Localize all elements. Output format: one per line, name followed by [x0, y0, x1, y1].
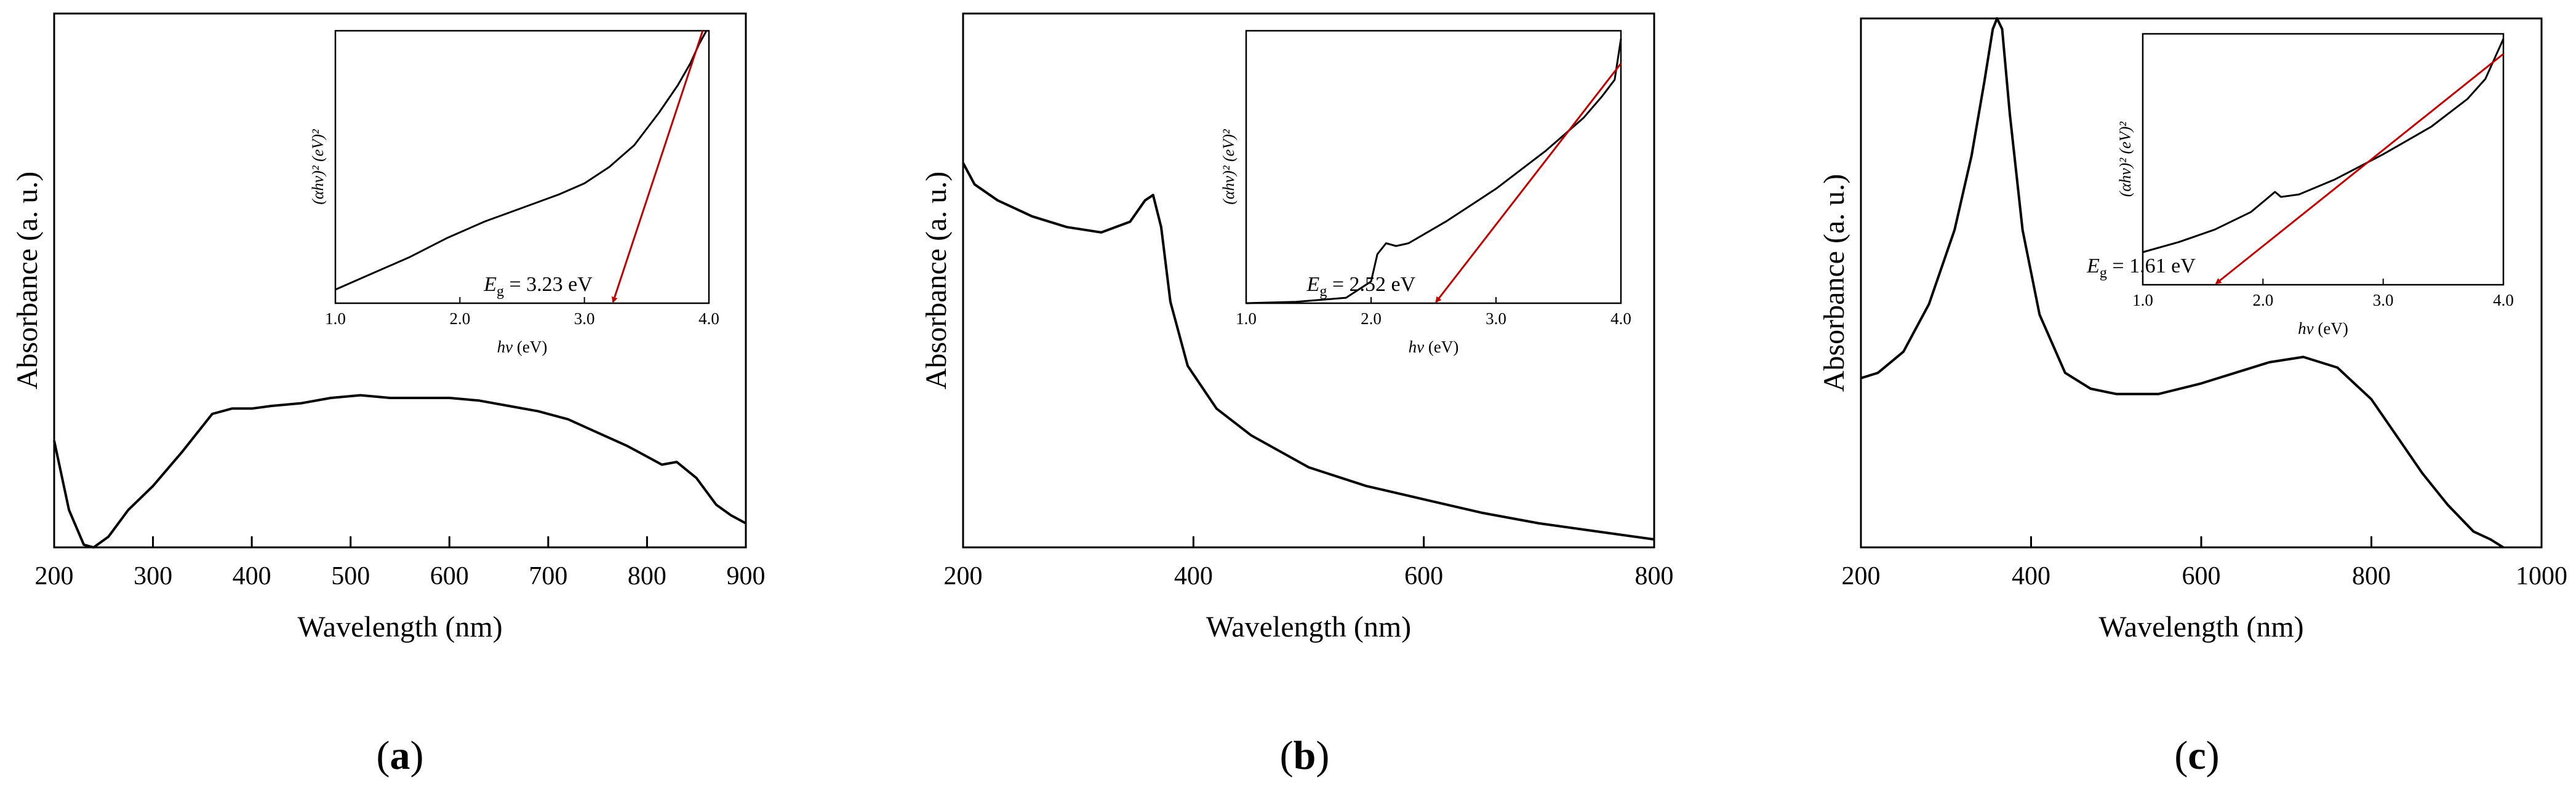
- x-tick-label: 800: [1635, 562, 1674, 590]
- bandgap-annotation: Eg = 3.23 eV: [483, 273, 593, 300]
- inset-x-tick-label: 1.0: [325, 309, 346, 328]
- bandgap-annotation: Eg = 1.61 eV: [2086, 255, 2196, 281]
- panel-label: (c): [2174, 733, 2219, 778]
- inset-frame: [1245, 30, 1622, 304]
- panel-label-close: ): [1316, 733, 1329, 778]
- plot-frame: [53, 12, 747, 549]
- y-axis-label: Absorbance (a. u.): [11, 172, 44, 390]
- inset-x-axis-label: hv (eV): [2298, 319, 2348, 338]
- panel-label-open: (: [377, 733, 390, 778]
- tangent-arrow: [2215, 53, 2504, 285]
- inset-frame: [334, 30, 710, 304]
- x-tick-label: 700: [529, 562, 567, 590]
- inset-x-label-unit: (eV): [513, 338, 547, 356]
- tangent-arrow: [1435, 63, 1622, 303]
- inset-frame: [2142, 33, 2505, 286]
- x-axis-label: Wavelength (nm): [1206, 611, 1411, 643]
- tangent-arrow: [611, 30, 704, 303]
- series-line-absorbance: [962, 162, 1655, 541]
- inset-y-axis-label: (αhv)² (eV)²: [2116, 121, 2134, 197]
- bandgap-var: E: [2086, 255, 2100, 277]
- panel-a: 200 300 400 500 600 700 800 900 Wavelength (nm) A…: [11, 12, 766, 778]
- bandgap-subscript: g: [2100, 265, 2107, 281]
- x-tick-label: 400: [1174, 562, 1213, 590]
- panel-b: 200 400 600 800 Wavelength (nm) Absorbance (a…: [920, 12, 1674, 778]
- inset-x-tick-label: 4.0: [698, 309, 719, 328]
- inset-x-tick-label: 3.0: [574, 309, 595, 328]
- inset-x-tick-label: 3.0: [1486, 309, 1506, 328]
- bandgap-subscript: g: [497, 284, 504, 300]
- bandgap-annotation: Eg = 2.52 eV: [1306, 273, 1416, 300]
- x-tick-label: 200: [35, 562, 74, 590]
- series-line-absorbance: [53, 394, 746, 549]
- series-line-absorbance: [1860, 17, 2504, 549]
- x-axis-label: Wavelength (nm): [297, 611, 502, 643]
- inset-x-axis-label: hv (eV): [1409, 338, 1459, 356]
- x-tick-label: 800: [628, 562, 666, 590]
- panel-label-close: ): [410, 733, 424, 778]
- panel-label: (b): [1280, 733, 1330, 778]
- bandgap-value: = 1.61 eV: [2107, 255, 2196, 277]
- inset-series-line-tauc: [335, 30, 708, 291]
- inset-x-label-unit: (eV): [2314, 319, 2348, 338]
- bandgap-value: = 3.23 eV: [504, 273, 593, 296]
- y-axis-label: Absorbance (a. u.): [1818, 174, 1850, 392]
- inset-a: 1.0 2.0 3.0 4.0 hv (eV) (αhv)² (eV)² Eg = 3.23…: [309, 30, 719, 356]
- x-tick-label: 200: [1842, 562, 1881, 590]
- x-tick-label: 800: [2352, 562, 2391, 590]
- inset-x-tick-label: 1.0: [1236, 309, 1257, 328]
- x-tick-label: 600: [430, 562, 469, 590]
- bandgap-value: = 2.52 eV: [1327, 273, 1415, 296]
- x-tick-label: 400: [233, 562, 271, 590]
- x-tick-label: 900: [727, 562, 766, 590]
- inset-x-tick-label: 1.0: [2132, 291, 2153, 309]
- inset-y-axis-label: (αhv)² (eV)²: [1220, 129, 1238, 205]
- panel-label: (a): [377, 733, 424, 778]
- inset-x-tick-label: 4.0: [2493, 291, 2514, 309]
- x-tick-label: 500: [331, 562, 370, 590]
- x-tick-label: 300: [134, 562, 172, 590]
- inset-x-label-var: hv: [2298, 319, 2314, 338]
- x-tick-label: 1000: [2516, 562, 2567, 590]
- inset-x-tick-label: 2.0: [1361, 309, 1382, 328]
- x-tick-label: 600: [2182, 562, 2221, 590]
- panel-label-letter: a: [390, 733, 410, 778]
- inset-x-axis-label: hv (eV): [497, 338, 548, 356]
- x-tick-label: 400: [2012, 562, 2050, 590]
- bandgap-subscript: g: [1319, 284, 1327, 300]
- y-axis-label: Absorbance (a. u.): [920, 172, 953, 390]
- panel-c: 200 400 600 800 1000 Wavelength (nm) Absorbanc…: [1818, 17, 2567, 778]
- plot-frame: [962, 12, 1655, 549]
- panel-label-open: (: [1280, 733, 1294, 778]
- bandgap-var: E: [1306, 273, 1320, 296]
- inset-b: 1.0 2.0 3.0 4.0 hv (eV) (αhv)² (eV)² Eg = 2.52…: [1220, 30, 1631, 356]
- inset-series-line-tauc: [2142, 38, 2505, 253]
- x-tick-label: 200: [944, 562, 983, 590]
- inset-x-tick-label: 2.0: [2252, 291, 2273, 309]
- inset-series-line-tauc: [1246, 39, 1622, 304]
- inset-y-axis-label: (αhv)² (eV)²: [309, 129, 327, 205]
- bandgap-var: E: [483, 273, 497, 296]
- inset-x-label-unit: (eV): [1424, 338, 1458, 356]
- inset-x-label-var: hv: [497, 338, 513, 356]
- panel-label-letter: c: [2188, 733, 2206, 778]
- panel-label-open: (: [2174, 733, 2188, 778]
- inset-x-label-var: hv: [1409, 338, 1425, 356]
- inset-x-tick-label: 2.0: [449, 309, 470, 328]
- inset-x-tick-label: 4.0: [1610, 309, 1631, 328]
- inset-x-tick-label: 3.0: [2373, 291, 2394, 309]
- inset-c: 1.0 2.0 3.0 4.0 hv (eV) (αhv)² (eV)² Eg = 1.61…: [2086, 33, 2514, 338]
- panel-label-letter: b: [1294, 733, 1316, 778]
- x-tick-label: 600: [1404, 562, 1443, 590]
- x-axis-label: Wavelength (nm): [2098, 611, 2303, 643]
- panel-label-close: ): [2206, 733, 2220, 778]
